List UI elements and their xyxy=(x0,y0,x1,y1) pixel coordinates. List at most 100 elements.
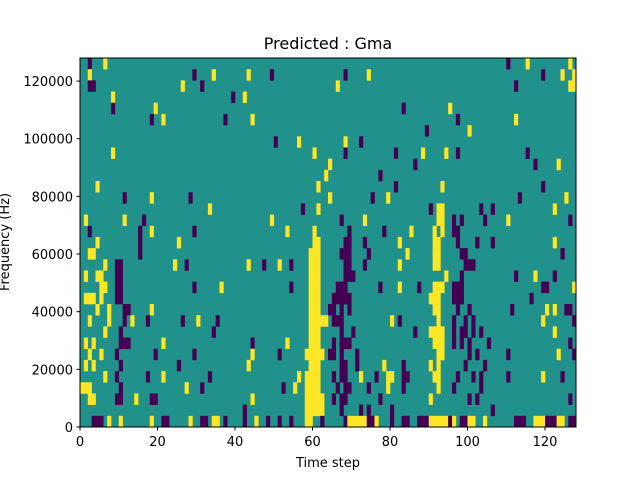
heatmap-cell-high xyxy=(103,326,108,338)
heatmap-cell-low xyxy=(122,315,127,327)
heatmap-cell-high xyxy=(533,270,538,282)
heatmap-cell-high xyxy=(95,236,100,249)
heatmap-cell-low xyxy=(490,404,495,417)
heatmap-cell-high xyxy=(432,248,441,260)
heatmap-cell-low xyxy=(471,371,476,383)
heatmap-cell-low xyxy=(118,382,123,394)
heatmap-cell-low xyxy=(138,248,143,260)
heatmap-cell-low xyxy=(343,270,356,282)
heatmap-cell-high xyxy=(308,248,321,260)
heatmap-cell-high xyxy=(483,415,488,428)
heatmap-cell-high xyxy=(552,236,557,249)
heatmap-cell-low xyxy=(459,248,468,260)
x-tick-label: 100 xyxy=(455,435,480,450)
heatmap-cell-low xyxy=(343,415,348,428)
heatmap-cell-low xyxy=(452,214,457,227)
heatmap-cell-high xyxy=(188,415,193,428)
heatmap-cell-low xyxy=(320,415,325,428)
heatmap-cell-low xyxy=(176,359,182,372)
heatmap-cell-high xyxy=(312,147,317,159)
heatmap-cell-low xyxy=(335,382,340,394)
heatmap-cell-low xyxy=(355,359,360,372)
heatmap-cell-low xyxy=(114,348,120,361)
heatmap-cell-low xyxy=(533,158,538,171)
heatmap-cell-high xyxy=(83,359,89,372)
heatmap-cell-low xyxy=(560,371,565,383)
heatmap-cell-low xyxy=(269,69,275,81)
heatmap-cell-high xyxy=(506,214,511,227)
heatmap-cell-high xyxy=(316,203,321,215)
heatmap-cell-low xyxy=(459,326,468,338)
heatmap-cell-high xyxy=(293,382,298,394)
heatmap-cell-high xyxy=(118,415,123,428)
heatmap-cell-high xyxy=(87,248,96,260)
heatmap-cell-high xyxy=(533,415,546,428)
heatmap-cell-high xyxy=(308,337,321,350)
heatmap-cell-low xyxy=(541,181,546,193)
heatmap-cell-low xyxy=(362,236,368,249)
heatmap-cell-high xyxy=(83,214,89,227)
heatmap-cell-low xyxy=(452,382,457,394)
heatmap-cell-high xyxy=(436,203,445,215)
heatmap-cell-high xyxy=(219,281,224,294)
heatmap-cell-low xyxy=(382,225,387,238)
heatmap-cell-high xyxy=(103,58,108,70)
heatmap-cell-low xyxy=(452,315,457,327)
heatmap-cell-high xyxy=(556,415,565,428)
heatmap-cell-high xyxy=(304,348,325,361)
heatmap-cell-low xyxy=(339,348,344,361)
heatmap-cell-low xyxy=(378,281,383,294)
heatmap-cell-low xyxy=(339,404,344,417)
heatmap-cell-low xyxy=(514,80,519,92)
heatmap-cell-low xyxy=(339,393,348,405)
heatmap-cell-low xyxy=(188,192,193,204)
heatmap-cell-low xyxy=(343,236,352,249)
heatmap-cell-high xyxy=(304,415,313,428)
heatmap-cell-low xyxy=(343,259,352,271)
heatmap-cell-high xyxy=(134,393,139,405)
heatmap-cell-low xyxy=(200,382,205,394)
heatmap-cell-low xyxy=(277,415,282,428)
heatmap-cell-low xyxy=(413,326,418,338)
heatmap-cell-low xyxy=(289,415,294,428)
heatmap-cell-high xyxy=(572,281,577,294)
heatmap-cell-high xyxy=(467,415,476,428)
heatmap-cell-high xyxy=(366,69,371,81)
heatmap-cell-high xyxy=(304,404,325,417)
heatmap-cell-high xyxy=(390,315,395,327)
y-tick-label: 40000 xyxy=(32,306,73,321)
heatmap-cell-low xyxy=(510,304,515,316)
heatmap-cell-high xyxy=(250,113,255,126)
y-tick-label: 120000 xyxy=(23,75,73,90)
heatmap-cell-low xyxy=(351,326,356,338)
heatmap-cell-high xyxy=(428,326,445,338)
x-tick-label: 60 xyxy=(304,435,321,450)
heatmap-cell-high xyxy=(436,348,445,361)
heatmap-cell-high xyxy=(382,359,387,372)
heatmap-cell-high xyxy=(308,292,321,305)
heatmap-cell-low xyxy=(122,192,127,204)
heatmap-cell-low xyxy=(455,371,461,383)
heatmap-cell-low xyxy=(417,415,430,428)
heatmap-cell-low xyxy=(289,281,294,294)
heatmap-cell-low xyxy=(455,304,461,316)
heatmap-cell-high xyxy=(254,415,259,428)
heatmap-cell-low xyxy=(568,214,573,227)
heatmap-cell-low xyxy=(572,348,577,361)
heatmap-cell-low xyxy=(200,80,205,92)
heatmap-cell-low xyxy=(517,192,523,204)
heatmap-cell-high xyxy=(308,326,321,338)
y-axis: 0 20000 40000 60000 80000 100000 120000 xyxy=(23,75,80,436)
heatmap-cell-high xyxy=(409,225,414,238)
heatmap-cell-high xyxy=(149,415,154,428)
heatmap-cell-high xyxy=(99,292,104,305)
heatmap-cell-low xyxy=(572,315,577,327)
heatmap-cell-low xyxy=(242,404,247,417)
heatmap-cell-high xyxy=(560,69,565,81)
heatmap-cell-high xyxy=(149,225,154,238)
heatmap-cell-low xyxy=(355,348,360,361)
heatmap-cell-high xyxy=(87,348,92,361)
heatmap-cell-high xyxy=(552,203,557,215)
heatmap-cell-high xyxy=(91,359,96,372)
heatmap-cell-high xyxy=(386,192,391,204)
